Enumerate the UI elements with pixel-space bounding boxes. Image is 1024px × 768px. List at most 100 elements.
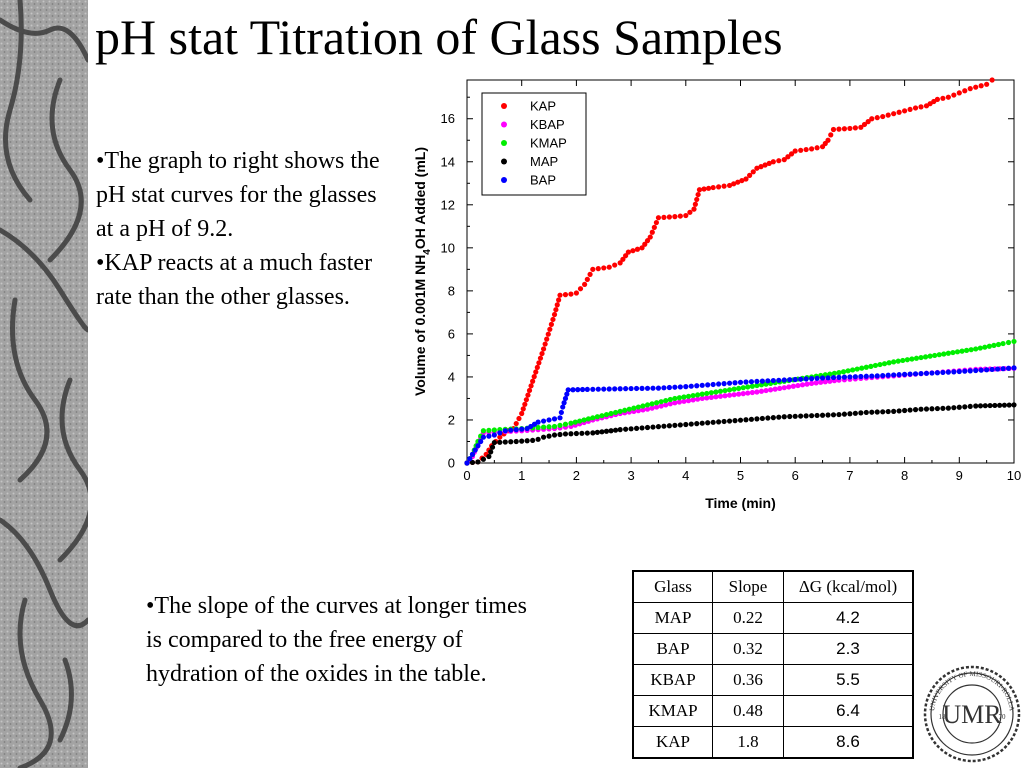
data-point bbox=[830, 374, 837, 381]
data-point bbox=[542, 341, 548, 347]
data-point bbox=[732, 418, 738, 424]
data-point bbox=[469, 459, 476, 466]
data-point bbox=[912, 407, 919, 413]
data-point bbox=[599, 429, 605, 435]
cell-delta-g: 2.3 bbox=[783, 633, 914, 665]
data-point bbox=[579, 430, 585, 436]
data-point bbox=[531, 374, 537, 380]
data-point bbox=[639, 425, 645, 431]
legend-marker bbox=[501, 121, 507, 128]
data-point bbox=[705, 382, 711, 388]
data-point bbox=[828, 132, 834, 138]
data-point bbox=[982, 344, 988, 350]
data-point bbox=[852, 374, 858, 380]
data-point bbox=[519, 410, 525, 417]
data-point bbox=[750, 169, 756, 175]
series-kmap bbox=[464, 338, 1017, 466]
data-point bbox=[497, 434, 503, 440]
data-point bbox=[486, 453, 492, 460]
data-point bbox=[836, 374, 842, 380]
data-point bbox=[941, 351, 947, 357]
data-point bbox=[558, 409, 564, 416]
x-tick-label: 5 bbox=[737, 468, 744, 483]
data-point bbox=[934, 370, 941, 376]
data-point bbox=[568, 291, 574, 297]
data-point bbox=[672, 214, 678, 220]
data-point bbox=[1011, 338, 1017, 345]
data-point bbox=[617, 408, 623, 414]
data-point bbox=[891, 372, 897, 378]
slide-title: pH stat Titration of Glass Samples bbox=[95, 9, 783, 65]
data-point bbox=[869, 373, 875, 379]
data-point bbox=[642, 241, 648, 247]
data-point bbox=[601, 386, 607, 392]
data-point bbox=[524, 438, 530, 444]
data-point bbox=[603, 411, 610, 418]
legend-box bbox=[481, 92, 587, 196]
data-point bbox=[677, 213, 683, 219]
data-point bbox=[798, 413, 804, 419]
data-point bbox=[544, 336, 550, 342]
data-point bbox=[546, 417, 552, 423]
data-point bbox=[770, 377, 776, 384]
data-point bbox=[804, 381, 810, 387]
data-point bbox=[540, 418, 547, 424]
data-point bbox=[639, 385, 645, 391]
x-tick-label: 10 bbox=[1007, 468, 1021, 483]
data-point bbox=[737, 417, 744, 423]
data-point bbox=[954, 349, 961, 355]
data-point bbox=[594, 414, 600, 420]
table-row: KMAP 0.48 6.4 bbox=[632, 695, 914, 727]
cell-delta-g: 8.6 bbox=[783, 726, 914, 759]
data-point bbox=[863, 373, 869, 379]
data-point bbox=[635, 408, 641, 414]
data-point bbox=[650, 424, 656, 430]
data-point bbox=[721, 183, 727, 189]
data-point bbox=[710, 381, 716, 388]
data-point bbox=[676, 395, 683, 401]
data-point bbox=[822, 379, 828, 385]
data-point bbox=[792, 148, 798, 154]
x-tick-label: 1 bbox=[518, 468, 525, 483]
data-point bbox=[557, 431, 563, 438]
data-point bbox=[1000, 366, 1006, 372]
data-point bbox=[661, 385, 667, 391]
svg-text:70: 70 bbox=[999, 713, 1007, 721]
data-point bbox=[936, 352, 942, 358]
data-point bbox=[743, 417, 749, 423]
data-point bbox=[573, 290, 579, 296]
data-point bbox=[909, 356, 915, 362]
data-point bbox=[717, 388, 724, 394]
data-point bbox=[551, 423, 558, 430]
data-point bbox=[885, 372, 891, 378]
data-point bbox=[497, 439, 503, 445]
data-point bbox=[530, 437, 536, 444]
data-point bbox=[716, 419, 722, 425]
data-point bbox=[520, 406, 526, 412]
data-point bbox=[781, 385, 787, 391]
y-tick-label: 10 bbox=[441, 240, 455, 255]
data-point bbox=[535, 419, 541, 425]
bullet-list-bottom: •The slope of the curves at longer times… bbox=[146, 589, 546, 691]
data-point bbox=[475, 443, 481, 449]
data-point bbox=[922, 354, 929, 360]
data-point bbox=[929, 370, 935, 376]
data-point bbox=[683, 421, 689, 428]
data-point bbox=[836, 370, 842, 376]
data-point bbox=[587, 271, 593, 277]
data-point bbox=[809, 380, 815, 386]
data-point bbox=[740, 385, 746, 391]
data-point bbox=[683, 212, 689, 219]
data-point bbox=[633, 425, 640, 431]
data-point bbox=[617, 260, 623, 266]
legend-label: KBAP bbox=[530, 117, 565, 132]
data-point bbox=[736, 391, 742, 397]
data-point bbox=[799, 382, 806, 388]
data-point bbox=[1000, 340, 1006, 347]
data-point bbox=[590, 430, 596, 436]
data-point bbox=[973, 367, 979, 374]
data-point bbox=[472, 447, 478, 453]
data-point bbox=[464, 460, 470, 466]
series-kap bbox=[464, 77, 995, 466]
data-point bbox=[562, 431, 569, 437]
